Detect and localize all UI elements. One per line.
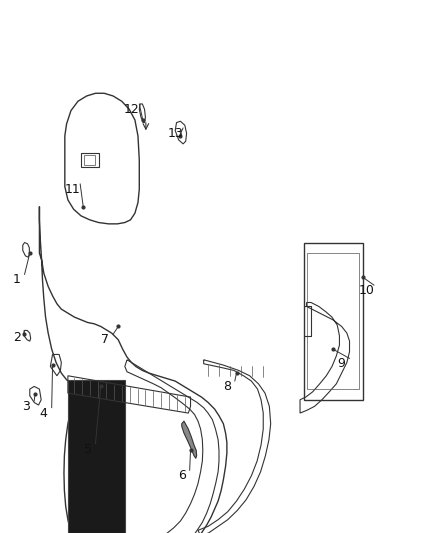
Polygon shape: [182, 421, 197, 458]
Text: 13: 13: [167, 127, 183, 140]
Text: 8: 8: [223, 380, 231, 393]
Text: 5: 5: [84, 442, 92, 456]
Text: 4: 4: [40, 407, 48, 419]
Text: 7: 7: [101, 333, 109, 346]
Text: 12: 12: [124, 103, 139, 116]
Text: 6: 6: [178, 469, 186, 482]
Polygon shape: [68, 379, 125, 533]
Text: 11: 11: [64, 183, 80, 196]
Text: 3: 3: [22, 400, 30, 413]
Text: 9: 9: [338, 357, 346, 370]
Text: 2: 2: [13, 330, 21, 344]
Text: 10: 10: [358, 284, 374, 297]
Text: 1: 1: [13, 273, 21, 286]
